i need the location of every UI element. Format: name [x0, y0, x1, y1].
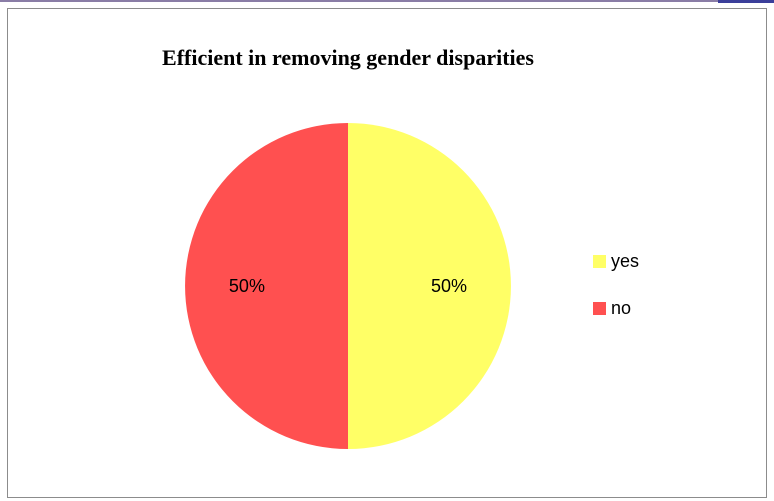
chart-area: Efficient in removing gender disparities… [7, 8, 767, 498]
legend-item-yes: yes [593, 249, 639, 273]
legend-item-no: no [593, 296, 639, 320]
data-label-yes: 50% [431, 276, 467, 296]
pie-slice-yes [348, 123, 511, 449]
legend-label-yes: yes [611, 250, 640, 271]
top-border-accent [718, 0, 774, 3]
legend-swatch-no [593, 301, 606, 315]
chart-title: Efficient in removing gender disparities [162, 45, 534, 70]
legend-swatch-yes [593, 254, 606, 268]
legend-label-no: no [611, 297, 632, 318]
top-border-line [0, 0, 774, 2]
data-label-no: 50% [229, 276, 265, 296]
pie-chart: 50% 50% [185, 123, 511, 449]
pie-slice-no [185, 123, 348, 449]
legend: yes no [593, 249, 639, 343]
